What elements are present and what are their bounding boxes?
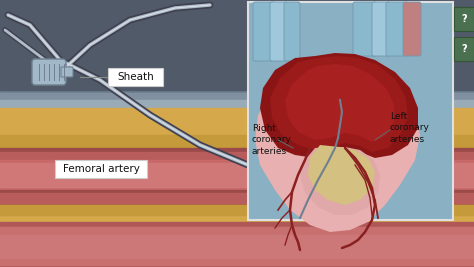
FancyBboxPatch shape — [403, 2, 421, 56]
Text: Sheath: Sheath — [117, 72, 154, 82]
FancyBboxPatch shape — [55, 160, 147, 178]
FancyBboxPatch shape — [372, 2, 391, 56]
Text: Right
coronary
arteries: Right coronary arteries — [252, 124, 292, 156]
FancyBboxPatch shape — [248, 2, 453, 220]
FancyBboxPatch shape — [353, 2, 377, 56]
FancyBboxPatch shape — [61, 67, 73, 77]
Text: Left
coronary
arteries: Left coronary arteries — [390, 112, 430, 144]
FancyBboxPatch shape — [108, 68, 163, 86]
FancyBboxPatch shape — [270, 2, 288, 61]
FancyBboxPatch shape — [253, 2, 275, 61]
Polygon shape — [270, 56, 408, 152]
Text: ?: ? — [461, 44, 467, 54]
Text: Femoral artery: Femoral artery — [63, 164, 139, 174]
Polygon shape — [308, 145, 375, 205]
Text: ?: ? — [461, 14, 467, 24]
Polygon shape — [255, 70, 420, 232]
Polygon shape — [285, 64, 394, 142]
Polygon shape — [300, 147, 380, 215]
Polygon shape — [260, 53, 418, 158]
FancyBboxPatch shape — [454, 7, 474, 31]
FancyBboxPatch shape — [454, 37, 474, 61]
FancyBboxPatch shape — [386, 2, 408, 56]
FancyBboxPatch shape — [284, 2, 300, 61]
FancyBboxPatch shape — [32, 59, 66, 85]
